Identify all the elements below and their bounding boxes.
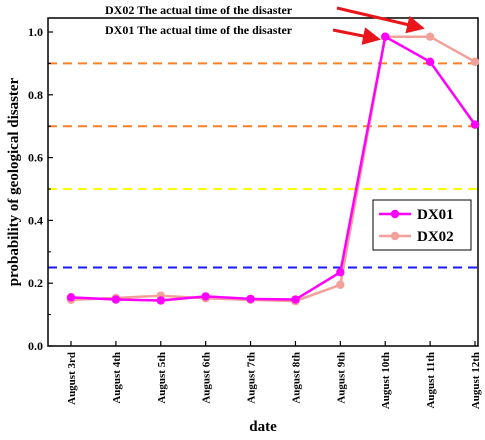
point-DX02-6 xyxy=(336,280,345,289)
legend-box xyxy=(372,199,472,251)
point-DX01-4 xyxy=(246,294,255,304)
point-DX02-9 xyxy=(470,57,480,67)
x-tick-label: August 4th xyxy=(111,352,123,404)
x-axis-title: date xyxy=(249,419,277,435)
annotation-arrow-1 xyxy=(332,27,381,45)
point-DX01-9 xyxy=(470,120,480,129)
legend-label-DX01: DX01 xyxy=(417,207,454,223)
x-tick-label: August 9th xyxy=(335,352,347,404)
point-DX01-2 xyxy=(156,296,165,305)
x-tick-label: August 12th xyxy=(470,352,482,409)
point-DX01-6 xyxy=(336,268,345,277)
series-line-DX01 xyxy=(70,34,477,302)
legend-swatch-marker xyxy=(390,231,400,241)
annotation-arrow-0 xyxy=(336,6,425,34)
y-tick-label: 1.0 xyxy=(28,25,43,39)
point-DX02-8 xyxy=(425,32,435,41)
point-DX01-0 xyxy=(66,293,76,302)
point-DX01-3 xyxy=(201,292,210,301)
annotation-text-0: DX02 The actual time of the disaster xyxy=(105,3,293,17)
point-DX01-7 xyxy=(381,32,390,41)
x-tick-label: August 5th xyxy=(156,352,168,404)
x-tick-label: August 8th xyxy=(290,352,302,404)
x-tick-label: August 6th xyxy=(201,352,213,404)
y-tick-label: 0.8 xyxy=(28,88,43,102)
y-tick-label: 0.6 xyxy=(28,151,43,165)
point-DX01-1 xyxy=(111,295,121,304)
point-DX01-8 xyxy=(425,57,435,67)
series-line-DX02 xyxy=(70,35,476,303)
x-tick-label: August 11th xyxy=(425,352,437,409)
plot-frame xyxy=(47,17,479,347)
annotation-text-1: DX01 The actual time of the disaster xyxy=(105,23,293,37)
x-tick-label: August 3rd xyxy=(66,352,78,405)
y-tick-label: 0.2 xyxy=(28,276,43,290)
x-tick-label: August 10th xyxy=(380,352,392,409)
x-tick-label: August 7th xyxy=(246,352,258,404)
legend-swatch-marker xyxy=(390,209,400,219)
point-DX01-5 xyxy=(291,295,300,304)
y-tick-label: 0.0 xyxy=(28,339,43,353)
y-axis-title: probability of geological disaster xyxy=(6,77,22,286)
y-tick-label: 0.4 xyxy=(28,213,43,227)
legend-label-DX02: DX02 xyxy=(417,229,454,245)
